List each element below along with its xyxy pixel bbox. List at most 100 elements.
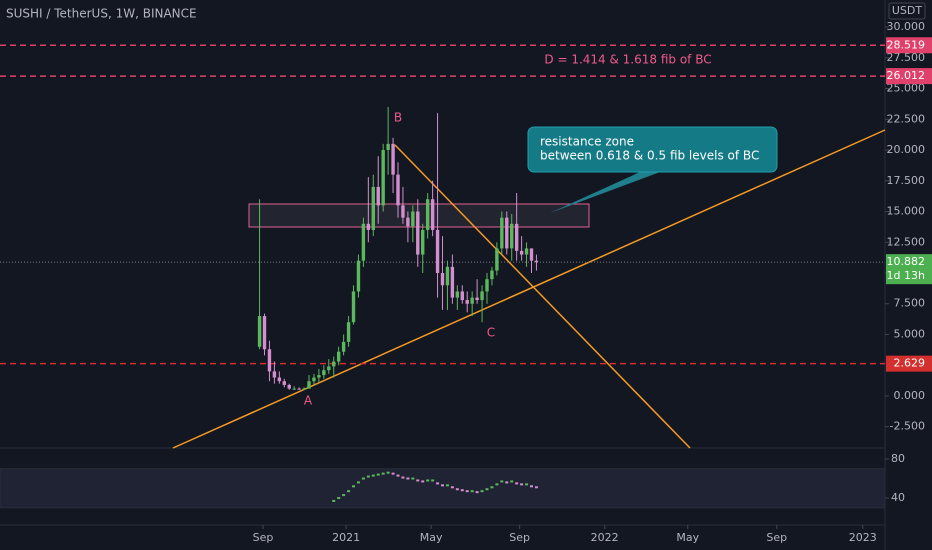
price-tag <box>886 355 932 372</box>
candle-body <box>475 297 479 301</box>
indicator-point <box>426 479 430 482</box>
candle-body <box>351 291 356 323</box>
indicator-point <box>381 472 385 475</box>
indicator-point <box>436 482 440 485</box>
callout-text: resistance zone <box>540 135 634 149</box>
indicator-point <box>495 483 499 486</box>
indicator-point <box>455 488 459 491</box>
countdown: 1d 13h <box>887 269 925 282</box>
y-tick-label: 0.000 <box>894 389 926 402</box>
price-tag <box>886 254 932 285</box>
x-tick-label: Sep <box>509 531 530 544</box>
candle-body <box>455 291 460 298</box>
indicator-point <box>465 490 469 493</box>
candle-body <box>510 223 514 249</box>
candle-body <box>366 223 371 230</box>
candle-body <box>450 266 455 298</box>
candle-body <box>514 223 519 251</box>
candle-body <box>287 384 291 389</box>
candle-body <box>327 366 331 371</box>
candle-body <box>529 248 534 261</box>
indicator-point <box>371 474 375 477</box>
candle-body <box>381 150 385 206</box>
candle-body <box>322 370 326 376</box>
price-tag <box>886 68 932 85</box>
support-trendline <box>172 129 886 449</box>
indicator-point <box>460 489 464 492</box>
candle-body <box>440 273 445 286</box>
candle-body <box>312 377 316 382</box>
indicator-point <box>534 486 538 489</box>
candle-body <box>480 291 484 301</box>
indicator-point <box>406 477 410 480</box>
candle-body <box>346 322 351 342</box>
candle-body <box>391 143 395 175</box>
x-tick-label: May <box>420 531 443 544</box>
candle-body <box>361 223 366 261</box>
indicator-point <box>352 485 356 488</box>
indicator-point <box>416 479 420 482</box>
candle-body <box>495 248 499 271</box>
candle-body <box>445 266 450 286</box>
indicator-point <box>515 482 519 485</box>
currency-box <box>888 2 926 20</box>
x-tick-label: 2022 <box>591 531 619 544</box>
callout-pointer <box>550 172 660 213</box>
candle-body <box>411 211 415 227</box>
candle-body <box>267 349 272 372</box>
candle-body <box>421 229 425 255</box>
candle-body <box>277 377 282 382</box>
indicator-point <box>480 490 484 493</box>
indicator-point <box>529 485 533 488</box>
indicator-point <box>396 474 400 477</box>
indicator-point <box>376 473 380 476</box>
indicator-point <box>525 483 529 486</box>
candle-body <box>435 229 440 274</box>
candle-body <box>317 375 321 378</box>
indicator-point <box>505 481 509 484</box>
indicator-point <box>366 475 370 478</box>
candle-body <box>257 316 262 347</box>
y-tick-label: 17.500 <box>887 174 926 187</box>
x-tick-label: 2021 <box>332 531 360 544</box>
candle-body <box>500 217 504 249</box>
y-tick-label: 20.000 <box>887 143 926 156</box>
y-tick-label: 15.000 <box>887 205 926 218</box>
candle-body <box>332 361 336 367</box>
indicator-point <box>475 491 479 494</box>
indicator-point <box>510 480 514 483</box>
candle-body <box>430 199 435 230</box>
indicator-point <box>411 477 415 480</box>
candle-body <box>460 291 464 301</box>
point-label: C <box>487 326 495 340</box>
indicator-point <box>485 488 489 491</box>
indicator-point <box>450 486 454 489</box>
indicator-tick-label: 80 <box>891 452 905 465</box>
y-tick-label: 12.500 <box>887 235 926 248</box>
indicator-point <box>356 481 360 484</box>
indicator-point <box>490 486 494 489</box>
candle-body <box>297 388 301 390</box>
x-tick-label: Sep <box>253 531 274 544</box>
indicator-point <box>441 484 444 487</box>
price-tag <box>886 37 932 54</box>
candle-body <box>519 250 524 255</box>
candle-body <box>282 381 286 385</box>
fib-line <box>394 144 691 449</box>
indicator-point <box>342 494 346 497</box>
candle-body <box>505 217 509 249</box>
indicator-band <box>0 468 886 509</box>
x-tick-label: Sep <box>766 531 787 544</box>
indicator-point <box>386 471 390 474</box>
indicator-point <box>445 484 449 487</box>
chart-title: SUSHI / TetherUS, 1W, BINANCE <box>6 7 197 21</box>
candle-body <box>534 260 539 263</box>
candle-body <box>396 174 400 206</box>
y-tick-label: 27.500 <box>887 51 926 64</box>
candle-body <box>292 388 296 390</box>
price-tag-label: 2.629 <box>894 357 926 370</box>
y-tick-label: 25.000 <box>887 82 926 95</box>
candle-body <box>401 205 405 218</box>
